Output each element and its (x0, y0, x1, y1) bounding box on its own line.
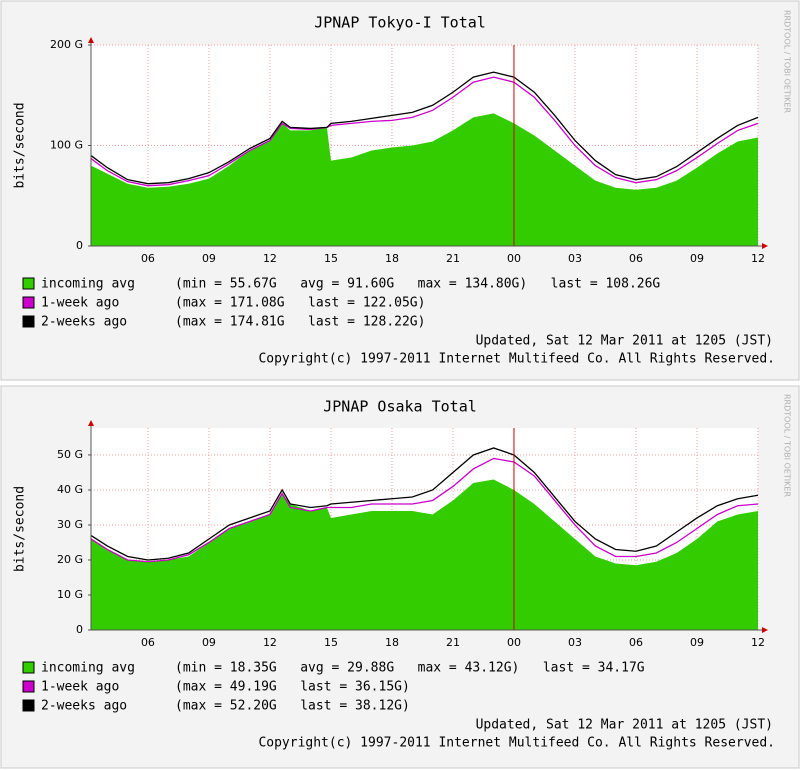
x-tick-label: 12 (751, 252, 765, 265)
x-tick-label: 09 (202, 252, 216, 265)
x-tick-label: 06 (629, 252, 643, 265)
area (91, 479, 758, 630)
legend-stats: (max = 52.20G last = 38.12G) (175, 699, 410, 714)
legend-label: incoming avg (41, 277, 135, 292)
x-tick-label: 09 (690, 252, 704, 265)
legend-label: 2-weeks ago (41, 315, 127, 330)
legend-swatch (22, 661, 35, 674)
legend-stats: (min = 55.67G avg = 91.60G max = 134.80G… (175, 277, 660, 292)
y-tick-label: 10 G (57, 588, 83, 601)
x-tick-label: 21 (446, 252, 460, 265)
x-tick-label: 15 (324, 252, 338, 265)
x-tick-label: 03 (568, 252, 582, 265)
y-axis-label: bits/second (13, 102, 28, 188)
x-tick-label: 06 (141, 636, 155, 649)
y-tick-label: 200 G (50, 38, 83, 51)
y-tick-label: 0 (76, 239, 83, 252)
axis-arrow (762, 627, 768, 633)
x-tick-label: 18 (385, 636, 399, 649)
y-tick-label: 20 G (57, 553, 83, 566)
side-text: RRDTOOL / TOBI OETIKER (783, 10, 792, 113)
x-tick-label: 00 (507, 252, 521, 265)
legend-label: 2-weeks ago (41, 699, 127, 714)
x-tick-label: 03 (568, 636, 582, 649)
x-tick-label: 12 (751, 636, 765, 649)
updated-text: Updated, Sat 12 Mar 2011 at 1205 (JST) (476, 334, 773, 349)
legend-label: 1-week ago (41, 680, 119, 695)
line (90, 76, 759, 187)
chart-title: JPNAP Osaka Total (323, 398, 477, 416)
x-tick-label: 09 (202, 636, 216, 649)
legend-stats: (max = 49.19G last = 36.15G) (175, 680, 410, 695)
legend-swatch (22, 680, 35, 693)
axis-arrow (762, 243, 768, 249)
y-tick-label: 50 G (57, 448, 83, 461)
legend-stats: (max = 171.08G last = 122.05G) (175, 296, 425, 311)
x-tick-label: 12 (263, 252, 277, 265)
updated-text: Updated, Sat 12 Mar 2011 at 1205 (JST) (476, 718, 773, 733)
line (90, 457, 759, 563)
y-axis-label: bits/second (13, 486, 28, 572)
x-tick-label: 21 (446, 636, 460, 649)
legend-label: 1-week ago (41, 296, 119, 311)
x-tick-label: 06 (629, 636, 643, 649)
legend-stats: (max = 174.81G last = 128.22G) (175, 315, 425, 330)
y-tick-label: 0 (76, 623, 83, 636)
y-tick-label: 40 G (57, 483, 83, 496)
line (90, 71, 759, 185)
x-tick-label: 15 (324, 636, 338, 649)
copyright-text: Copyright(c) 1997-2011 Internet Multifee… (258, 352, 775, 367)
legend-swatch (22, 277, 35, 290)
x-tick-label: 12 (263, 636, 277, 649)
legend-stats: (min = 18.35G avg = 29.88G max = 43.12G)… (175, 661, 645, 676)
chart-title: JPNAP Tokyo-I Total (314, 14, 486, 32)
axis-arrow (88, 420, 94, 426)
legend-swatch (22, 699, 35, 712)
x-tick-label: 06 (141, 252, 155, 265)
axis-arrow (88, 37, 94, 43)
y-tick-label: 100 G (50, 139, 83, 152)
legend-swatch (22, 315, 35, 328)
legend-label: incoming avg (41, 661, 135, 676)
line (90, 447, 759, 561)
legend-swatch (22, 296, 35, 309)
x-tick-label: 00 (507, 636, 521, 649)
copyright-text: Copyright(c) 1997-2011 Internet Multifee… (258, 736, 775, 751)
y-tick-label: 30 G (57, 518, 83, 531)
side-text: RRDTOOL / TOBI OETIKER (783, 394, 792, 497)
x-tick-label: 18 (385, 252, 399, 265)
x-tick-label: 09 (690, 636, 704, 649)
